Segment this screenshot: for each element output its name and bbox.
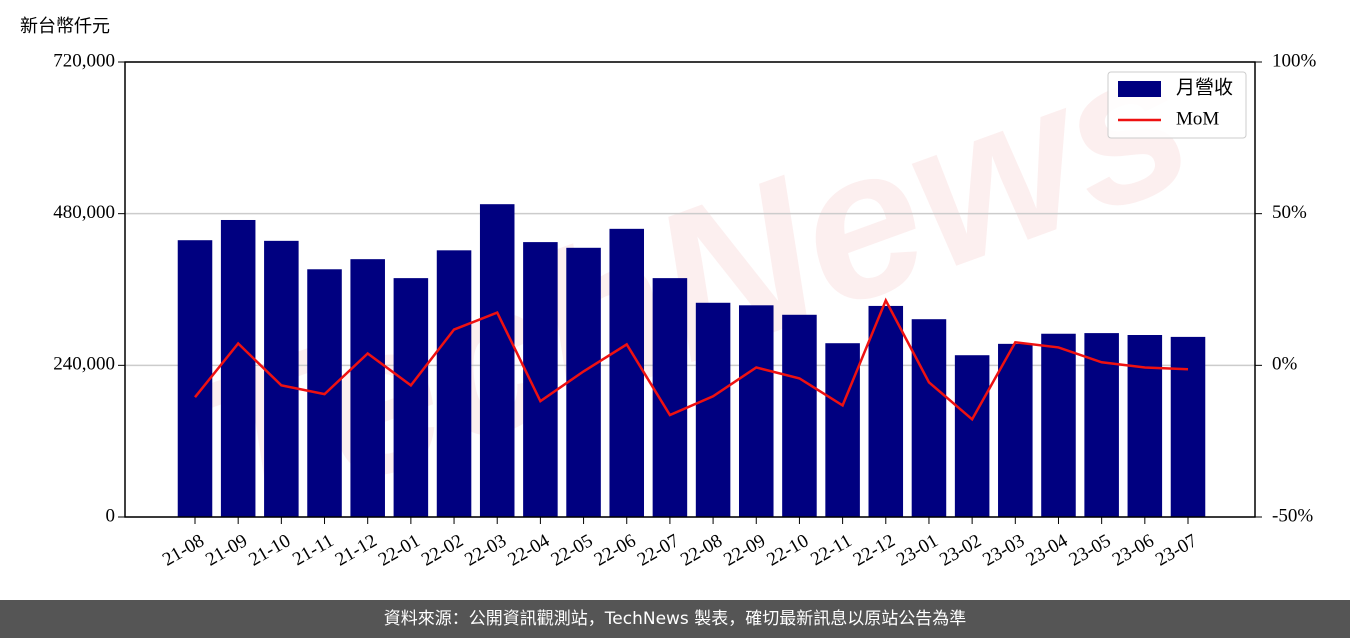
- legend-swatch: [1118, 81, 1161, 97]
- line: [194, 297, 1189, 422]
- bar: [998, 343, 1033, 517]
- bar: [264, 240, 299, 517]
- y-tick-label: 0: [106, 505, 116, 526]
- x-tick-label: 22-02: [418, 530, 467, 570]
- bar: [695, 302, 731, 517]
- bar: [436, 250, 472, 517]
- x-tick-label: 23-07: [1152, 530, 1201, 570]
- x-tick-label: 23-02: [936, 530, 985, 570]
- bar: [911, 319, 947, 517]
- x-tick-label: 22-12: [850, 530, 899, 570]
- x-tick-label: 22-09: [720, 530, 769, 570]
- y-tick-label: 480,000: [53, 202, 115, 223]
- x-tick-label: 23-04: [1022, 530, 1071, 571]
- bar: [523, 242, 558, 517]
- x-tick-label: 22-01: [375, 530, 424, 570]
- bar: [825, 343, 860, 517]
- bar: [1127, 335, 1163, 517]
- legend-label: 月營收: [1176, 76, 1233, 98]
- plot-frame: [124, 61, 1256, 518]
- y-tick-label: 240,000: [53, 354, 115, 375]
- y2-tick-label: 0%: [1272, 354, 1298, 375]
- y-tick-label: 720,000: [53, 50, 115, 71]
- bar: [1170, 336, 1206, 517]
- bar: [954, 355, 990, 517]
- x-tick-label: 22-05: [548, 530, 597, 570]
- bar: [782, 314, 817, 517]
- bar: [868, 305, 904, 517]
- bar: [350, 259, 385, 517]
- y2-tick-label: -50%: [1272, 505, 1313, 526]
- x-tick-label: 21-09: [202, 530, 251, 570]
- footer: 資料來源：公開資訊觀測站，TechNews 製表，確切最新訊息以原站公告為準: [0, 600, 1350, 638]
- chart: 新台幣仟元 TechNews 0240,000480,000720,000-50…: [20, 0, 1317, 571]
- x-tick-label: 21-08: [159, 530, 208, 570]
- y-axis-label: 新台幣仟元: [20, 16, 110, 37]
- bar: [609, 228, 645, 518]
- bar: [1084, 333, 1119, 517]
- bar: [220, 219, 256, 517]
- x-tick-label: 23-06: [1109, 530, 1158, 570]
- x-tick-label: 22-04: [504, 530, 553, 571]
- x-tick-label: 22-10: [763, 530, 812, 570]
- x-tick-label: 23-05: [1066, 530, 1115, 570]
- x-tick-label: 23-01: [893, 530, 942, 570]
- bar: [393, 278, 429, 517]
- x-tick-label: 22-11: [807, 530, 855, 570]
- bar: [1041, 333, 1076, 517]
- x-tick-label: 22-03: [461, 530, 510, 570]
- x-tick-label: 22-07: [634, 530, 683, 570]
- bar: [479, 204, 515, 517]
- x-tick-label: 23-03: [979, 530, 1028, 570]
- bar: [177, 240, 213, 518]
- y2-tick-label: 100%: [1272, 50, 1317, 71]
- bar: [738, 305, 774, 517]
- bar: [566, 247, 601, 517]
- x-tick-label: 22-06: [591, 530, 640, 570]
- x-tick-label: 22-08: [677, 530, 726, 570]
- y2-tick-label: 50%: [1272, 202, 1307, 223]
- legend-label: MoM: [1176, 108, 1219, 129]
